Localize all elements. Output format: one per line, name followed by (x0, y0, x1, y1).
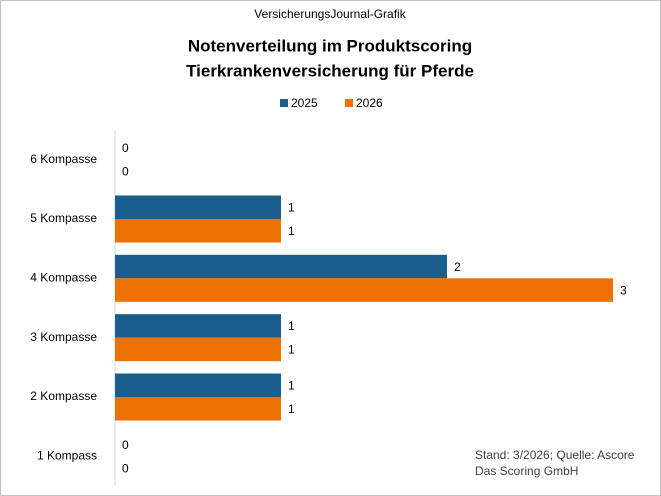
data-label: 1 (288, 343, 295, 357)
bar (115, 337, 281, 362)
legend-label: 2025 (291, 96, 318, 110)
bar (115, 278, 613, 302)
chart-title: Notenverteilung im Produktscoring (188, 36, 472, 55)
data-label: 1 (288, 402, 295, 416)
y-tick-label: 4 Kompasse (30, 271, 97, 285)
chart-title: Tierkrankenversicherung für Pferde (186, 61, 474, 80)
data-label: 0 (122, 141, 129, 155)
data-label: 1 (288, 224, 295, 238)
source-note: Stand: 3/2026; Quelle: Ascore (475, 448, 635, 462)
data-label: 0 (122, 461, 129, 475)
bar (115, 373, 281, 397)
y-tick-label: 5 Kompasse (30, 211, 97, 225)
y-tick-label: 3 Kompasse (30, 330, 97, 344)
data-label: 0 (122, 438, 129, 452)
data-label: 1 (288, 319, 295, 333)
bar (115, 397, 281, 421)
legend-label: 2026 (356, 96, 383, 110)
y-tick-label: 1 Kompass (37, 449, 97, 463)
y-tick-label: 6 Kompasse (30, 152, 97, 166)
bar (115, 195, 281, 219)
data-label: 1 (288, 200, 295, 214)
data-label: 3 (620, 283, 627, 297)
y-tick-label: 2 Kompasse (30, 389, 97, 403)
source-note: Das Scoring GmbH (475, 464, 578, 478)
chart-header: VersicherungsJournal-Grafik (254, 7, 406, 21)
bar (115, 219, 281, 243)
data-label: 0 (122, 165, 129, 179)
legend-swatch (345, 99, 353, 107)
bar (115, 314, 281, 338)
data-label: 2 (454, 260, 461, 274)
legend-swatch (280, 99, 288, 107)
bar (115, 254, 447, 279)
data-label: 1 (288, 378, 295, 392)
